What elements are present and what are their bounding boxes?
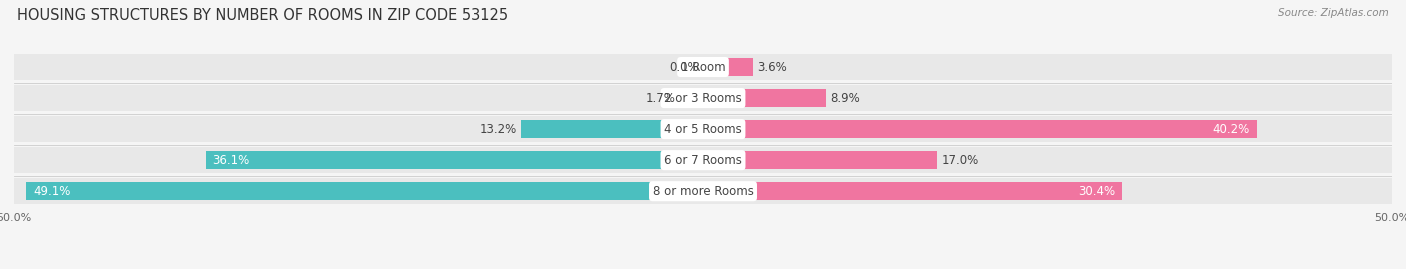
Text: 3.6%: 3.6% bbox=[756, 61, 786, 73]
Bar bbox=[703, 151, 938, 169]
Bar bbox=[14, 85, 1392, 111]
Text: 13.2%: 13.2% bbox=[479, 123, 517, 136]
Bar bbox=[14, 54, 1392, 80]
Text: HOUSING STRUCTURES BY NUMBER OF ROOMS IN ZIP CODE 53125: HOUSING STRUCTURES BY NUMBER OF ROOMS IN… bbox=[17, 8, 508, 23]
Bar bbox=[679, 89, 703, 107]
Bar bbox=[14, 116, 1392, 142]
Text: 6 or 7 Rooms: 6 or 7 Rooms bbox=[664, 154, 742, 167]
Text: 2 or 3 Rooms: 2 or 3 Rooms bbox=[664, 91, 742, 105]
Bar bbox=[522, 120, 703, 138]
Bar bbox=[14, 178, 1392, 204]
Text: Source: ZipAtlas.com: Source: ZipAtlas.com bbox=[1278, 8, 1389, 18]
Text: 8.9%: 8.9% bbox=[830, 91, 859, 105]
Bar bbox=[27, 182, 703, 200]
Text: 0.0%: 0.0% bbox=[669, 61, 699, 73]
Bar bbox=[703, 120, 1257, 138]
Text: 4 or 5 Rooms: 4 or 5 Rooms bbox=[664, 123, 742, 136]
Bar bbox=[14, 147, 1392, 173]
Bar bbox=[703, 58, 752, 76]
Text: 36.1%: 36.1% bbox=[212, 154, 250, 167]
Text: 1 Room: 1 Room bbox=[681, 61, 725, 73]
Text: 30.4%: 30.4% bbox=[1078, 185, 1115, 198]
Text: 8 or more Rooms: 8 or more Rooms bbox=[652, 185, 754, 198]
Bar bbox=[703, 182, 1122, 200]
Bar bbox=[703, 89, 825, 107]
Text: 40.2%: 40.2% bbox=[1213, 123, 1250, 136]
Text: 17.0%: 17.0% bbox=[942, 154, 979, 167]
Bar bbox=[205, 151, 703, 169]
Text: 1.7%: 1.7% bbox=[645, 91, 675, 105]
Text: 49.1%: 49.1% bbox=[34, 185, 70, 198]
